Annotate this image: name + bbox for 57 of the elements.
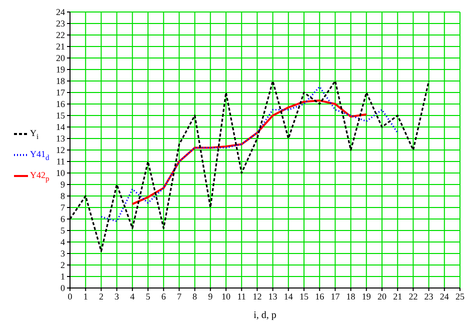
y-tick-label: 23 (56, 18, 66, 29)
y-tick-label: 9 (60, 180, 66, 190)
x-tick-label: 13 (268, 291, 278, 302)
y-tick-label: 1 (60, 272, 65, 282)
x-tick-label: 4 (130, 291, 136, 302)
x-tick-label: 5 (146, 291, 151, 302)
y-tick-label: 21 (56, 42, 65, 52)
y-tick-label: 11 (56, 156, 65, 167)
line-series (131, 100, 368, 206)
y-tick-label: 3 (60, 248, 66, 259)
x-tick-label: 22 (408, 291, 418, 302)
x-tick-label: 18 (346, 291, 356, 302)
y-tick-label: 18 (56, 76, 66, 86)
y-tick-label: 5 (60, 226, 66, 236)
x-tick-label: 3 (114, 291, 120, 302)
x-tick-label: 16 (315, 291, 325, 302)
x-tick-label: 14 (284, 291, 294, 302)
legend-label: Y42$_{p}$ (30, 170, 50, 182)
x-tick-label: 9 (208, 291, 214, 302)
y-tick-label: 7 (60, 202, 66, 213)
y-tick-label: 2 (60, 260, 65, 270)
x-tick-label: 10 (222, 291, 231, 302)
x-tick-label: 6 (161, 291, 166, 302)
x-tick-label: 23 (424, 291, 434, 302)
x-tick-label: 25 (456, 291, 465, 302)
x-tick-label: 7 (176, 291, 182, 302)
x-tick-label: 2 (98, 291, 104, 302)
y-tick-label: 6 (60, 214, 66, 224)
x-tick-label: 12 (252, 291, 262, 302)
y-tick-label: 12 (56, 145, 65, 156)
y-tick-label: 17 (56, 88, 66, 98)
y-tick-label: 10 (56, 168, 66, 178)
y-tick-label: 0 (60, 283, 66, 294)
x-tick-label: 20 (378, 291, 387, 302)
legend-label: Y$_{i}$ (30, 128, 39, 141)
x-tick-label: 11 (237, 291, 246, 302)
legend-label: Y41$_{d}$ (30, 148, 50, 162)
y-tick-label: 19 (56, 64, 66, 75)
x-tick-label: 21 (393, 291, 402, 302)
y-tick-label: 13 (56, 134, 66, 144)
y-tick-label: 20 (56, 53, 66, 64)
y-tick-label: 22 (56, 30, 65, 40)
y-tick-label: 8 (60, 191, 66, 202)
y-tick-label: 14 (56, 122, 66, 132)
y-tick-label: 24 (56, 7, 66, 18)
line-series (100, 86, 398, 222)
y-tick-label: 15 (56, 110, 66, 121)
x-tick-label: 24 (440, 291, 450, 302)
y-tick-label: 4 (60, 237, 66, 248)
x-tick-label: 17 (330, 291, 340, 302)
y-tick-label: 16 (56, 99, 66, 110)
x-tick-label: 15 (300, 291, 309, 302)
x-tick-label: 8 (192, 291, 198, 302)
x-axis-title: i, d, p (254, 310, 276, 321)
x-tick-label: 0 (68, 291, 73, 302)
x-tick-label: 1 (83, 291, 88, 302)
x-tick-label: 19 (362, 291, 372, 302)
